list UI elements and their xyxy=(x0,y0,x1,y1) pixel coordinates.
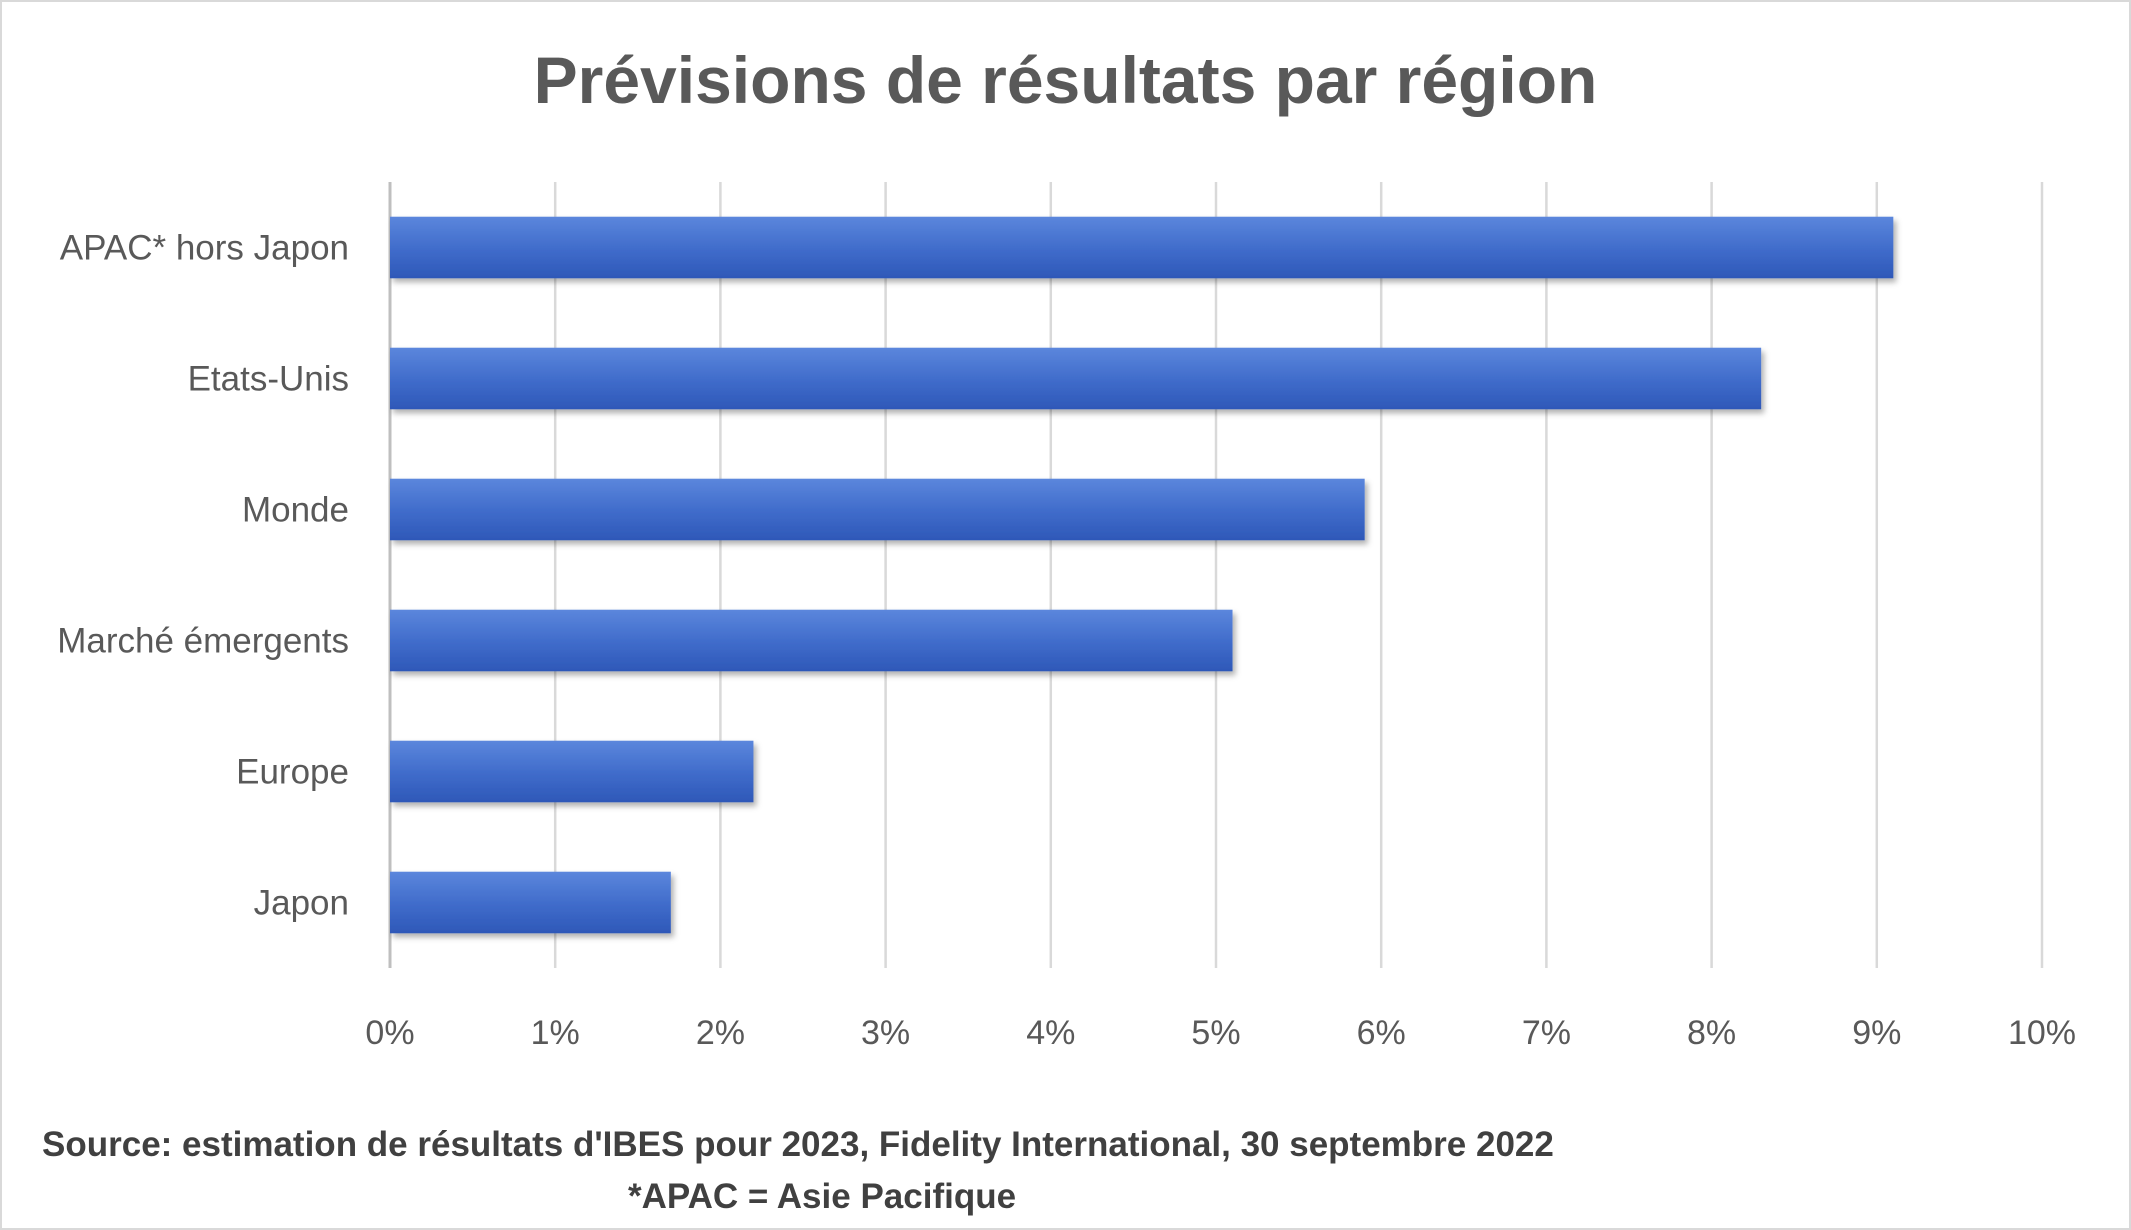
x-tick-label: 1% xyxy=(531,1014,580,1052)
x-tick-label: 6% xyxy=(1357,1014,1406,1052)
x-tick-label: 8% xyxy=(1687,1014,1736,1052)
bar xyxy=(390,609,1233,672)
chart-title: Prévisions de résultats par région xyxy=(533,43,1598,117)
bar xyxy=(390,347,1762,410)
bar xyxy=(390,740,754,803)
x-tick-label: 9% xyxy=(1852,1014,1901,1052)
x-tick-label: 10% xyxy=(2008,1014,2076,1052)
bar xyxy=(390,478,1365,541)
category-label: Japon xyxy=(254,884,349,923)
category-label: APAC* hors Japon xyxy=(60,229,349,268)
category-label: Europe xyxy=(236,753,349,792)
bar xyxy=(390,216,1894,279)
x-tick-label: 4% xyxy=(1026,1014,1075,1052)
x-tick-label: 5% xyxy=(1191,1014,1240,1052)
category-label: Etats-Unis xyxy=(188,360,349,399)
category-label: Marché émergents xyxy=(57,622,349,661)
x-tick-label: 7% xyxy=(1522,1014,1571,1052)
x-tick-label: 2% xyxy=(696,1014,745,1052)
category-labels: APAC* hors Japon Etats-Unis Monde Marché ém… xyxy=(57,229,349,923)
x-axis-tick-labels: 0% 1% 2% 3% 4% 5% 6% 7% 8% 9% 10% xyxy=(365,1014,2076,1052)
source-note: Source: estimation de résultats d'IBES p… xyxy=(42,1125,1554,1164)
gridlines xyxy=(388,182,2044,968)
apac-footnote: *APAC = Asie Pacifique xyxy=(628,1177,1017,1216)
bar xyxy=(390,871,671,934)
x-tick-label: 0% xyxy=(365,1014,414,1052)
category-label: Monde xyxy=(242,491,349,530)
bars xyxy=(390,216,1894,934)
x-tick-label: 3% xyxy=(861,1014,910,1052)
